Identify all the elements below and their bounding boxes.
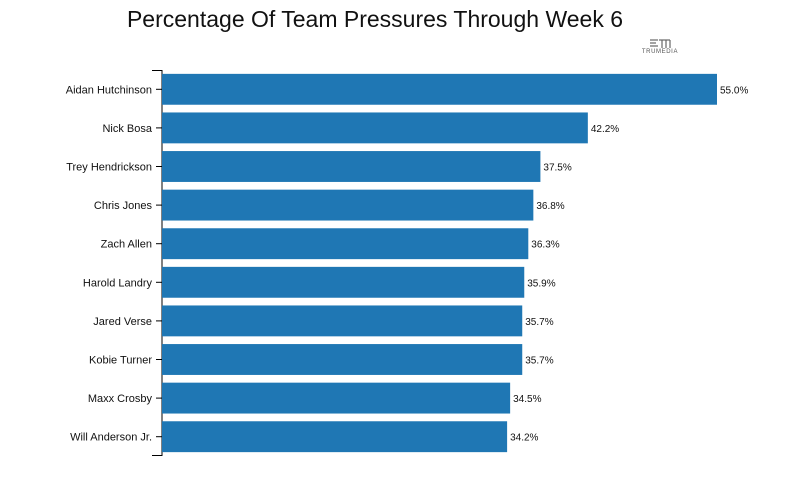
y-tick-label: Chris Jones — [94, 200, 153, 212]
data-label: 42.2% — [591, 124, 619, 135]
data-label: 37.5% — [543, 163, 571, 174]
bar — [162, 305, 523, 337]
bar — [162, 421, 508, 453]
bar — [162, 151, 541, 182]
y-axis: Aidan Hutchinson Nick Bosa Trey Hendrickso… — [66, 70, 163, 456]
data-label: 35.7% — [525, 356, 553, 367]
y-tick-label: Zach Allen — [101, 239, 152, 251]
data-label: 35.9% — [527, 278, 555, 289]
y-tick-label: Maxx Crosby — [88, 393, 153, 405]
labels: 55.0% 42.2% 37.5% 36.8% 36.3% 35.9% 35.7% 35.7%… — [510, 85, 748, 443]
bar — [162, 228, 529, 260]
data-label: 36.3% — [531, 240, 559, 251]
y-tick-label: Jared Verse — [93, 316, 152, 328]
y-tick-label: Kobie Turner — [89, 355, 152, 367]
bar — [162, 189, 534, 221]
data-label: 35.7% — [525, 317, 553, 328]
bars — [162, 73, 717, 453]
y-tick-label: Trey Hendrickson — [66, 162, 152, 174]
y-tick-label: Will Anderson Jr. — [70, 432, 152, 444]
y-tick-label: Harold Landry — [83, 277, 153, 289]
bar — [162, 73, 717, 105]
chart-title: Percentage Of Team Pressures Through Wee… — [126, 6, 624, 32]
bar — [162, 112, 588, 144]
bar — [162, 266, 525, 298]
bar — [162, 344, 523, 375]
trumedia-logo: TRUMEDIA — [640, 37, 680, 57]
data-label: 34.5% — [513, 394, 541, 405]
bar — [162, 382, 511, 414]
data-label: 34.2% — [510, 433, 538, 444]
y-tick-label: Aidan Hutchinson — [66, 84, 152, 96]
trumedia-logo-icon — [650, 39, 671, 48]
y-tick-label: Nick Bosa — [102, 123, 152, 135]
logo-text: TRUMEDIA — [641, 49, 679, 55]
data-label: 36.8% — [536, 201, 564, 212]
data-label: 55.0% — [720, 85, 748, 96]
